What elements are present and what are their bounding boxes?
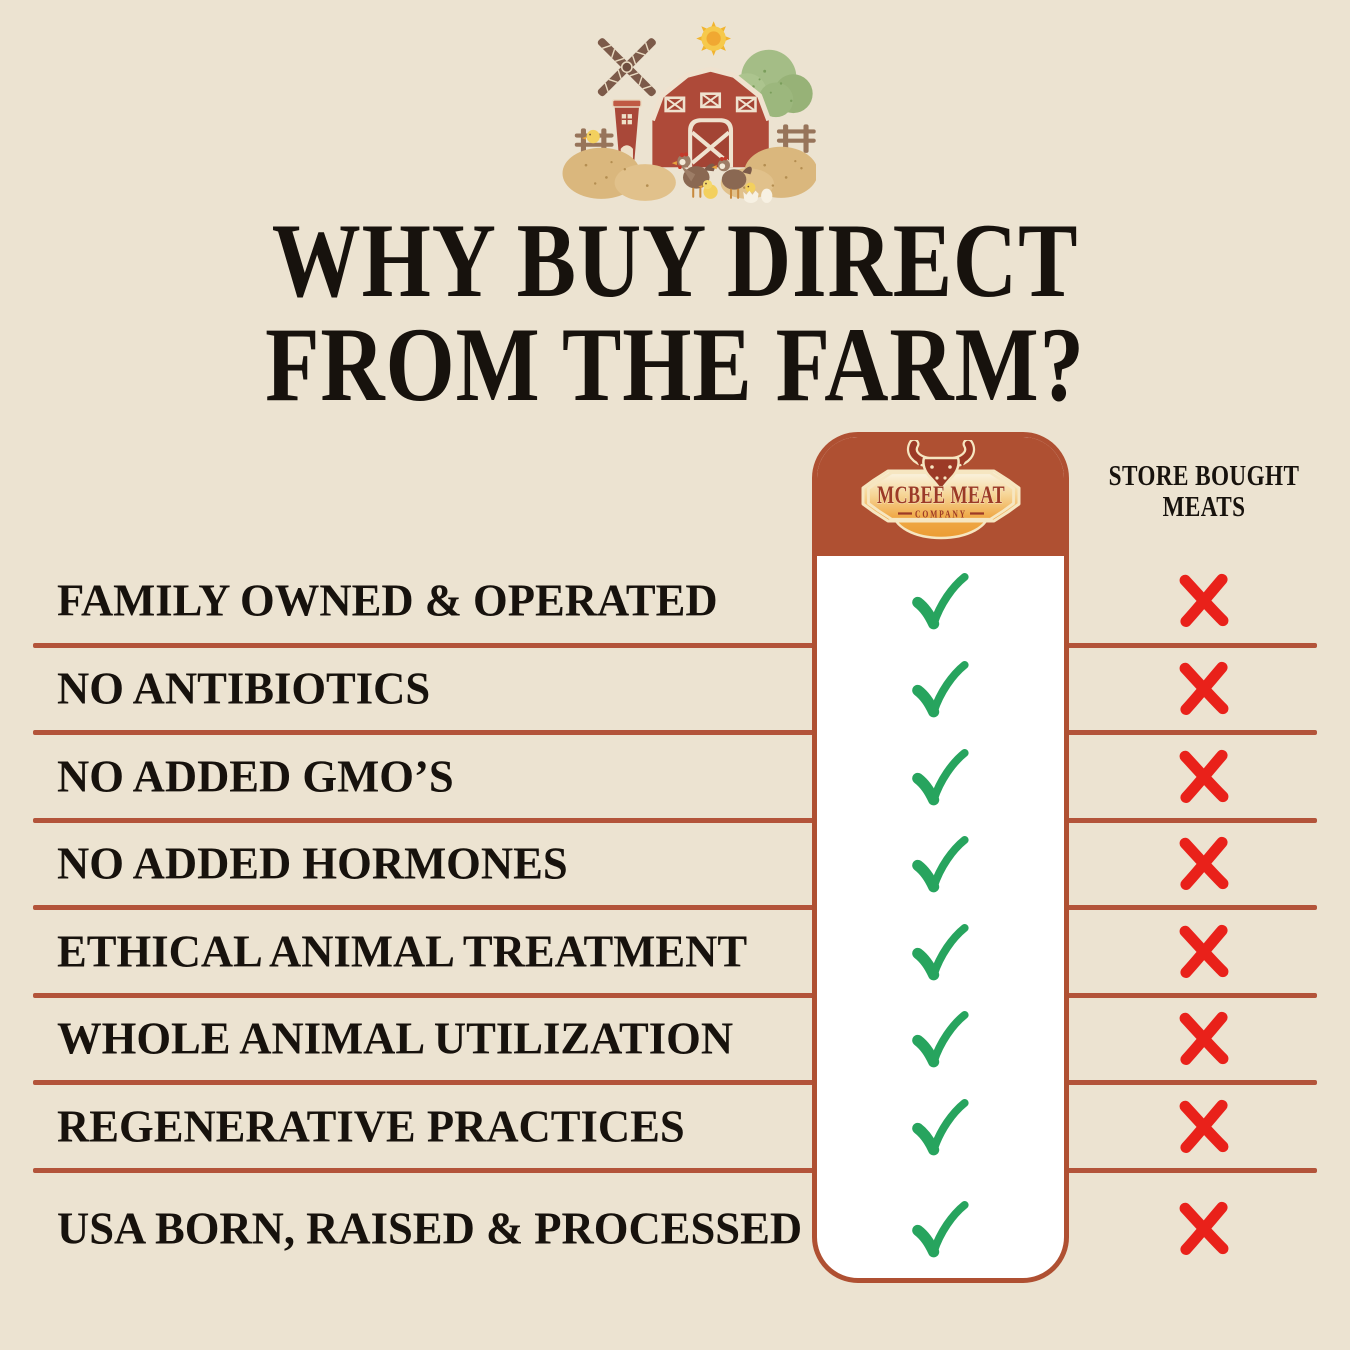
x-icon (1174, 920, 1234, 982)
mcbee-logo-subname: COMPANY (915, 510, 967, 521)
check-icon (907, 569, 973, 631)
check-icon (907, 745, 973, 807)
check-icon (907, 1197, 973, 1259)
page-title: WHY BUY DIRECT FROM THE FARM? (108, 202, 1242, 423)
row-divider (33, 1168, 1317, 1173)
x-icon (1174, 745, 1234, 807)
bull-head-icon (906, 440, 975, 492)
mcbee-logo-name: MCBEE MEAT (877, 482, 1005, 509)
x-icon (1174, 1197, 1234, 1259)
row-label: FAMILY OWNED & OPERATED (57, 574, 718, 626)
row-label: NO ADDED HORMONES (57, 837, 568, 889)
store-column-header-line2: MEATS (1162, 491, 1246, 523)
mcbee-column-header: MCBEE MEAT COMPANY (817, 437, 1064, 556)
row-label: WHOLE ANIMAL UTILIZATION (57, 1012, 734, 1064)
row-divider (33, 1080, 1317, 1085)
x-icon (1174, 1095, 1234, 1157)
check-icon (907, 1095, 973, 1157)
row-label: ETHICAL ANIMAL TREATMENT (57, 925, 748, 977)
row-divider (33, 643, 1317, 648)
store-column-header: STORE BOUGHT MEATS (1076, 461, 1332, 523)
page-title-line1: WHY BUY DIRECT (271, 202, 1079, 319)
x-icon (1174, 569, 1234, 631)
row-divider (33, 730, 1317, 735)
row-label: REGENERATIVE PRACTICES (57, 1100, 685, 1152)
row-divider (33, 818, 1317, 823)
row-divider (33, 905, 1317, 910)
check-icon (907, 1007, 973, 1069)
row-label: NO ANTIBIOTICS (57, 662, 431, 714)
row-label: NO ADDED GMO’S (57, 750, 454, 802)
store-column-header-line1: STORE BOUGHT (1108, 460, 1300, 492)
row-label: USA BORN, RAISED & PROCESSED (57, 1202, 803, 1254)
check-icon (907, 920, 973, 982)
x-icon (1174, 657, 1234, 719)
row-divider (33, 993, 1317, 998)
farm-illustration (562, 21, 816, 203)
barn-icon (649, 66, 772, 168)
sun-icon (696, 21, 731, 56)
check-icon (907, 832, 973, 894)
page-title-line2: FROM THE FARM? (265, 306, 1085, 423)
x-icon (1174, 832, 1234, 894)
chicken-icon (581, 129, 773, 203)
check-icon (907, 657, 973, 719)
mcbee-logo: MCBEE MEAT COMPANY (861, 440, 1020, 540)
x-icon (1174, 1007, 1234, 1069)
windmill-blades (597, 38, 656, 97)
